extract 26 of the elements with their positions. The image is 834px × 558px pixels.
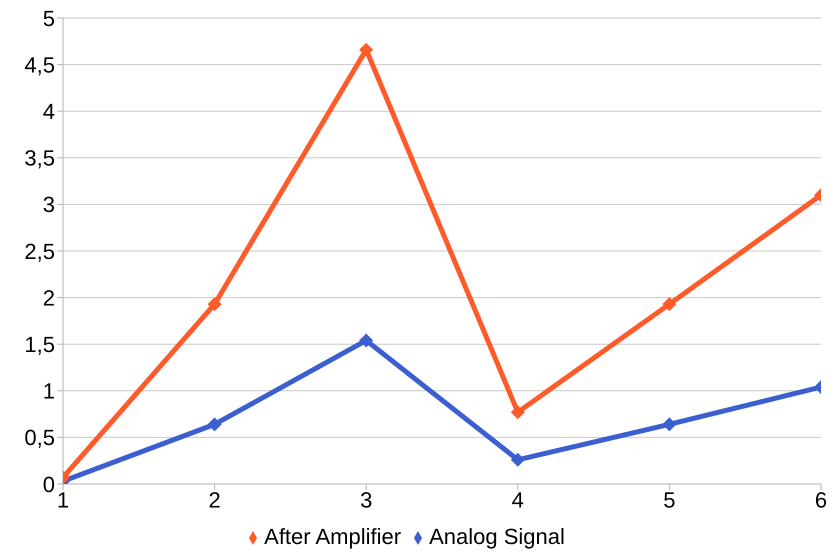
point [208, 417, 222, 432]
y-tick-label: 0,5 [24, 425, 55, 450]
y-tick-label: 4,5 [24, 52, 55, 78]
y-tick-label: 2 [42, 285, 55, 310]
y-tick-label: 5 [42, 6, 55, 31]
point [662, 297, 676, 312]
y-tick-label: 3 [42, 192, 55, 218]
point [662, 417, 676, 432]
y-tick-label: 1,5 [24, 332, 55, 358]
y-tick-label: 1 [42, 378, 55, 404]
legend-label: Analog Signal [429, 524, 565, 549]
point [208, 297, 222, 312]
y-tick-label: 2,5 [24, 238, 55, 264]
point [359, 333, 374, 348]
legend-label: After Amplifier [264, 524, 402, 549]
x-tick-label: 3 [360, 488, 372, 513]
y-tick-label: 4 [42, 99, 55, 124]
y-tick-label: 0 [42, 472, 55, 497]
y-tick-label: 3,5 [24, 146, 55, 171]
x-tick-label: 2 [208, 488, 221, 513]
point [510, 405, 525, 420]
point [359, 42, 374, 57]
x-tick-label: 6 [814, 488, 828, 513]
x-tick-label: 4 [512, 488, 524, 513]
x-tick-label: 5 [663, 488, 676, 513]
point [510, 452, 525, 467]
